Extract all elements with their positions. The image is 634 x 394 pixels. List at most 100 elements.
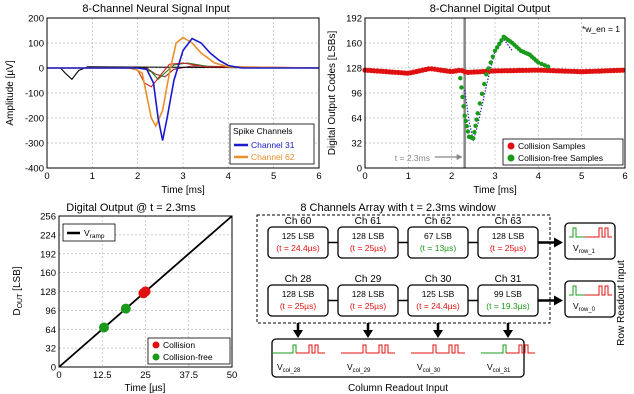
legend-label: Collision Samples [518,141,586,151]
cell-lsb: 67 LSB [424,231,452,241]
x-tick-label: 1 [90,171,95,182]
data-point [461,104,466,109]
y-tick-label: 192 [346,14,362,25]
x-tick-label: 37.5 [180,370,199,381]
data-point [472,129,477,135]
legend: Vramp [62,223,116,242]
x-tick-label: 0 [362,171,367,182]
channel-label: Ch 28 [285,274,312,285]
chart-title: Digital Output @ t = 2.3ms [66,202,196,214]
series-line [47,62,320,88]
x-tick-label: 6 [622,171,627,182]
data-point [474,117,479,122]
y-tick-label: 32 [351,139,362,150]
pulse-waveform [569,285,585,296]
data-point [458,76,463,81]
x-tick-label: 0 [44,171,49,182]
y-axis-label: DOUT [LSB] [12,266,24,315]
cell-lsb: 128 LSB [352,289,385,299]
diagram-title: 8 Channels Array with t = 2.3ms window [300,202,495,214]
data-point [465,129,471,134]
pulse-waveform [436,344,465,354]
row-arrow-head [554,295,563,306]
series-line [47,36,320,128]
cell-lsb: 128 LSB [492,231,525,241]
cell-lsb: 125 LSB [282,231,315,241]
data-point [495,45,500,50]
data-point [477,101,482,106]
x-tick-label: 4 [226,171,231,182]
data-point [620,67,626,73]
x-axis-label: Time [µs] [125,383,166,394]
y-tick-label: 192 [40,249,56,260]
x-tick-label: 6 [316,171,321,182]
data-point [479,91,485,97]
cell-time: (t = 24.4µs) [416,301,460,311]
data-point [120,303,131,314]
x-tick-label: 25 [140,370,151,381]
y-tick-label: 160 [346,39,362,50]
pulse-waveform [296,344,325,354]
y-tick-label: 200 [28,14,44,25]
y-tick-label: 224 [40,230,56,241]
y-tick-label: 96 [45,306,56,317]
marker-label: t = 2.3ms [395,153,430,163]
x-tick-label: 2 [449,171,454,182]
y-tick-label: 32 [45,344,56,355]
channel-label: Ch 60 [285,216,312,227]
cell-time: (t = 25µs) [490,243,526,253]
chart-title: 8-Channel Digital Output [430,3,550,15]
data-point [473,123,478,128]
data-point [542,63,547,68]
y-tick-label: 128 [346,64,362,75]
cell-time: (t = 13µs) [420,243,456,253]
x-tick-label: 4 [536,171,541,182]
digital-output-chart: 8-Channel Digital Output 0 1 2 3 4 5 6 192 160 12… [327,3,628,196]
y-axis-label: Digital Output Codes [LSBs] [327,31,338,156]
y-tick-label: 0 [39,64,44,75]
pulse-waveform [506,344,535,354]
channel-label: Ch 30 [425,274,452,285]
x-tick-label: 3 [492,171,497,182]
x-tick-label: 50 [227,370,238,381]
data-point [499,38,504,43]
y-tick-label: 160 [40,268,56,279]
x-axis-label: Time [ms] [473,185,517,196]
x-tick-label: 12.5 [93,370,112,381]
data-point [471,136,476,141]
data-point [492,48,498,53]
column-arrow-head [293,330,303,338]
data-point [475,111,480,116]
data-point [488,60,493,65]
array-window [256,214,551,324]
column-readout-label: Column Readout Input [348,383,448,394]
y-tick-label: 128 [40,287,56,298]
cell-time: (t = 25µs) [350,301,386,311]
legend-swatch [152,353,160,361]
y-tick-label: 100 [28,39,44,50]
cell-lsb: 125 LSB [422,289,455,299]
x-tick-label: 3 [180,171,185,182]
legend-swatch [152,341,160,349]
channel-label: Ch 31 [495,274,522,285]
y-tick-label: -200 [25,114,44,125]
dout-vs-time-chart: Digital Output @ t = 2.3ms 0 12.5 25 37.5 50… [12,202,237,394]
pulse-waveform [366,344,395,354]
legend-label: Collision [163,340,195,350]
channel-array-diagram: 8 Channels Array with t = 2.3ms window C… [256,202,627,394]
y-tick-label: 0 [357,164,362,175]
annotation: *w_en = 1 [582,24,620,34]
neural-input-chart: 8-Channel Neural Signal Input 0 1 2 3 4 5 6 200… [5,3,322,196]
column-arrow-head [363,330,373,338]
channel-label: Ch 62 [425,216,452,227]
cell-time: (t = 19.3µs) [486,301,530,311]
column-arrow-head [503,330,513,338]
x-tick-label: 0 [56,370,61,381]
legend: Spike Channels Channel 31 Channel 62 [229,123,315,165]
data-point [140,286,151,297]
x-axis-label: Time [ms] [161,185,205,196]
legend-swatch [507,154,515,162]
x-tick-label: 2 [135,171,140,182]
y-tick-label: 0 [51,363,56,374]
